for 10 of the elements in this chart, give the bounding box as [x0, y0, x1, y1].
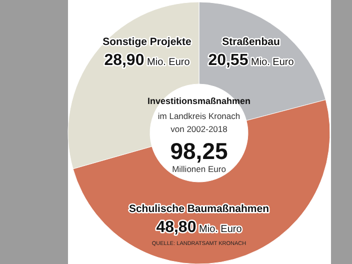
data-label: 28,90 Mio. Euro	[104, 52, 190, 69]
slice-label: Sonstige Projekte	[102, 36, 192, 48]
slice-label: Straßenbau	[222, 36, 280, 48]
slice-label: Schulische Baumaßnahmen	[128, 203, 270, 215]
text: Millionen Euro	[172, 164, 226, 174]
text: im Landkreis Kronach von 2002-2018	[158, 111, 240, 134]
data-label: 48,80 Mio. Euro	[156, 219, 242, 236]
text: 98,25	[170, 138, 228, 164]
data-label: 20,55 Mio. Euro	[208, 52, 294, 69]
text: Investitionsmaßnahmen	[147, 96, 251, 106]
